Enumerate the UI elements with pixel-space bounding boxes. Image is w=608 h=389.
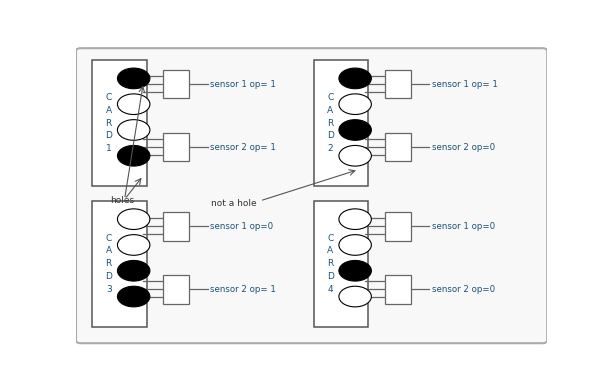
Text: sensor 1 op= 1: sensor 1 op= 1 [432, 80, 497, 89]
Circle shape [339, 94, 371, 114]
Circle shape [339, 120, 371, 140]
Text: sensor 1 op=0: sensor 1 op=0 [432, 222, 495, 231]
Bar [163, 275, 189, 303]
Text: sensor 2 op= 1: sensor 2 op= 1 [210, 142, 276, 152]
Text: C
A
R
D
2: C A R D 2 [326, 93, 334, 153]
Circle shape [117, 261, 150, 281]
Circle shape [117, 286, 150, 307]
Circle shape [339, 286, 371, 307]
Text: holes: holes [110, 196, 134, 205]
FancyBboxPatch shape [76, 48, 547, 343]
Text: sensor 2 op=0: sensor 2 op=0 [432, 285, 495, 294]
Bar [385, 275, 410, 303]
Text: sensor 1 op=0: sensor 1 op=0 [210, 222, 274, 231]
Bar [92, 60, 147, 186]
Bar [163, 133, 189, 161]
Bar [314, 201, 368, 327]
Bar [92, 201, 147, 327]
Text: sensor 2 op= 1: sensor 2 op= 1 [210, 285, 276, 294]
Text: sensor 2 op=0: sensor 2 op=0 [432, 142, 495, 152]
Bar [385, 133, 410, 161]
Text: C
A
R
D
1: C A R D 1 [105, 93, 112, 153]
Bar [385, 212, 410, 241]
Text: not a hole: not a hole [211, 200, 257, 209]
Circle shape [339, 235, 371, 255]
Text: C
A
R
D
3: C A R D 3 [105, 234, 112, 294]
Circle shape [117, 209, 150, 230]
Bar [163, 70, 189, 98]
Circle shape [117, 68, 150, 89]
Text: sensor 1 op= 1: sensor 1 op= 1 [210, 80, 276, 89]
Bar [163, 212, 189, 241]
Circle shape [339, 209, 371, 230]
Circle shape [339, 68, 371, 89]
Circle shape [117, 120, 150, 140]
Circle shape [117, 235, 150, 255]
Circle shape [339, 145, 371, 166]
Bar [385, 70, 410, 98]
Circle shape [117, 94, 150, 114]
Text: C
A
R
D
4: C A R D 4 [326, 234, 334, 294]
Circle shape [339, 261, 371, 281]
Bar [314, 60, 368, 186]
Circle shape [117, 145, 150, 166]
